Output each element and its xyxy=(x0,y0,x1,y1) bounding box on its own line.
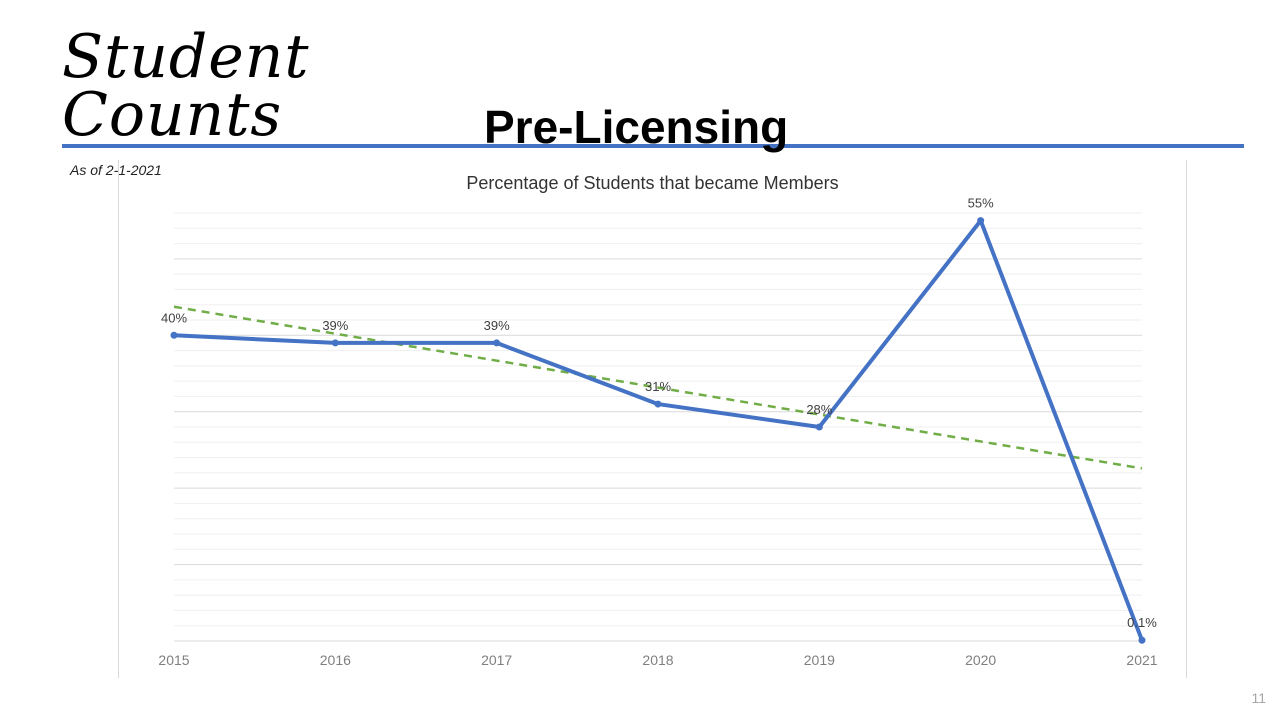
x-tick-label: 2020 xyxy=(965,652,996,668)
data-label: 0.1% xyxy=(1127,615,1157,630)
chart-frame-mask xyxy=(118,148,255,160)
x-tick-label: 2018 xyxy=(642,652,673,668)
data-label: 39% xyxy=(322,318,348,333)
x-tick-label: 2017 xyxy=(481,652,512,668)
as-of-date: As of 2-1-2021 xyxy=(70,162,162,178)
x-axis-ticks: 2015 2016 2017 2018 2019 2020 2021 xyxy=(158,652,1157,668)
data-label: 28% xyxy=(806,402,832,417)
trendline xyxy=(173,305,1143,470)
data-point xyxy=(1138,636,1146,644)
data-point xyxy=(654,400,662,408)
slide-title-line1: Student xyxy=(62,22,310,92)
data-labels: 40% 39% 39% 31% 28% 55% 0.1% xyxy=(161,196,1157,631)
data-label: 40% xyxy=(161,310,187,325)
chart-title: Percentage of Students that became Membe… xyxy=(466,173,839,193)
data-point xyxy=(493,339,501,347)
data-point xyxy=(331,339,339,347)
trendline-path xyxy=(173,305,1143,470)
x-tick-label: 2021 xyxy=(1126,652,1157,668)
series-line-path xyxy=(172,218,1144,643)
slide-title-line2: Counts xyxy=(62,80,283,150)
chart-frame xyxy=(118,160,1187,678)
x-tick-label: 2019 xyxy=(804,652,835,668)
x-tick-label: 2015 xyxy=(158,652,189,668)
data-label: 55% xyxy=(968,196,994,211)
data-point xyxy=(977,217,985,225)
section-title: Pre-Licensing xyxy=(484,101,789,153)
gridlines xyxy=(174,212,1142,642)
data-points xyxy=(170,217,1146,644)
data-label: 31% xyxy=(645,379,671,394)
data-point xyxy=(170,331,178,339)
series-line xyxy=(172,218,1144,643)
slide-title: Student Counts xyxy=(62,22,382,150)
page-number: 11 xyxy=(1251,690,1266,706)
title-rule xyxy=(62,144,1244,148)
data-label: 39% xyxy=(484,318,510,333)
x-tick-label: 2016 xyxy=(320,652,351,668)
data-point xyxy=(815,423,823,431)
